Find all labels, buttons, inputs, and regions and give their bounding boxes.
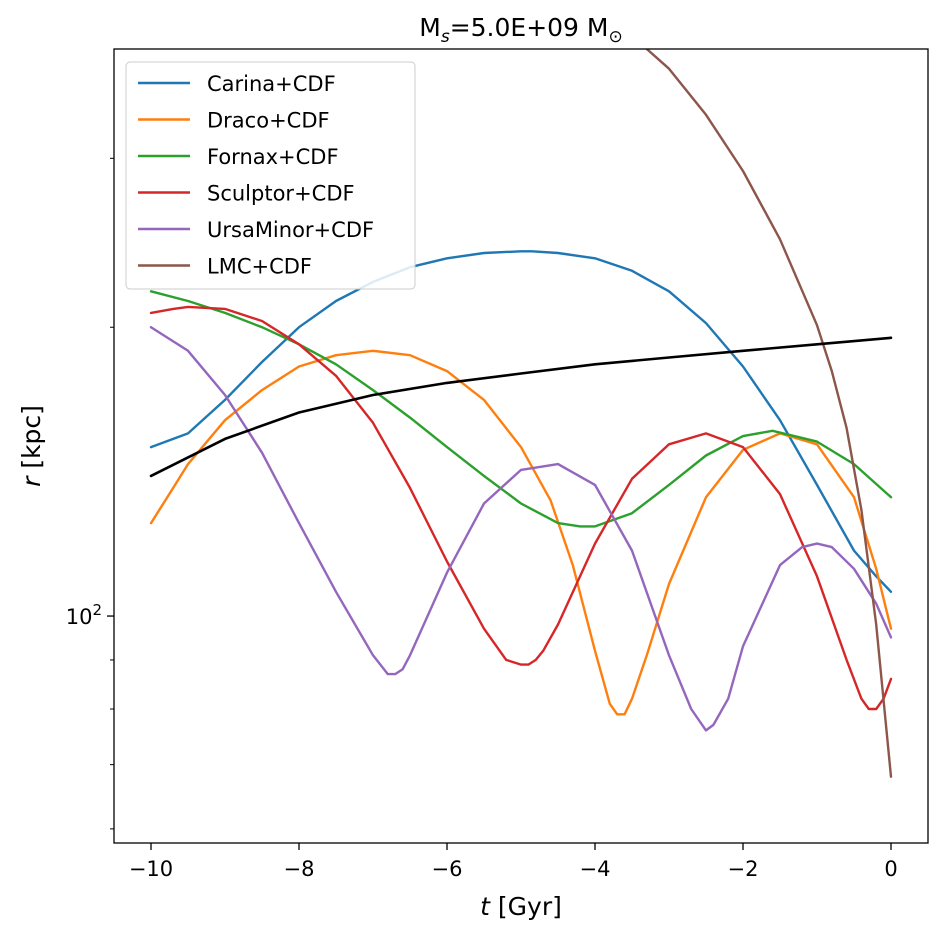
x-tick-label: −2 [728, 857, 759, 881]
x-axis: −10 −8 −6 −4 −2 0 [129, 843, 898, 881]
x-tick-label: 0 [884, 857, 897, 881]
legend-frame [125, 61, 416, 290]
x-tick-label: −8 [284, 857, 315, 881]
x-tick-label: −4 [580, 857, 611, 881]
y-tick-label: 102 [66, 601, 102, 629]
series-line-sculptor-cdf [149, 305, 893, 711]
series-line-carina-cdf [149, 250, 893, 593]
x-axis-label: t [Gyr] [480, 892, 562, 921]
y-axis-label: r [kpc] [17, 405, 46, 487]
legend-items: Carina+CDF Draco+CDF Fornax+CDF Sculptor+CD… [138, 72, 374, 279]
series-line-draco-cdf [149, 349, 893, 716]
plot-frame [113, 48, 929, 844]
chart-title: Ms=5.0E+09 M⊙ [419, 13, 622, 47]
x-tick-label: −10 [129, 857, 173, 881]
plot-lines [149, 49, 893, 778]
legend-label-lmc-cdf: LMC+CDF [207, 255, 312, 279]
y-axis: 102 [66, 157, 114, 830]
legend-label-carina-cdf: Carina+CDF [207, 72, 336, 96]
legend-label-fornax-cdf: Fornax+CDF [207, 145, 339, 169]
legend-label-sculptor-cdf: Sculptor+CDF [207, 182, 355, 206]
series-line-fornax-cdf [149, 290, 893, 528]
series-line-lmc-cdf [645, 49, 893, 778]
legend-label-draco-cdf: Draco+CDF [207, 109, 330, 133]
legend: Carina+CDF Draco+CDF Fornax+CDF Sculptor+CD… [125, 61, 416, 290]
series-line-ursaminor-cdf [149, 326, 893, 732]
series-line-unlabeled-6 [149, 336, 893, 478]
x-tick-label: −6 [432, 857, 463, 881]
legend-label-ursaminor-cdf: UrsaMinor+CDF [207, 218, 374, 242]
